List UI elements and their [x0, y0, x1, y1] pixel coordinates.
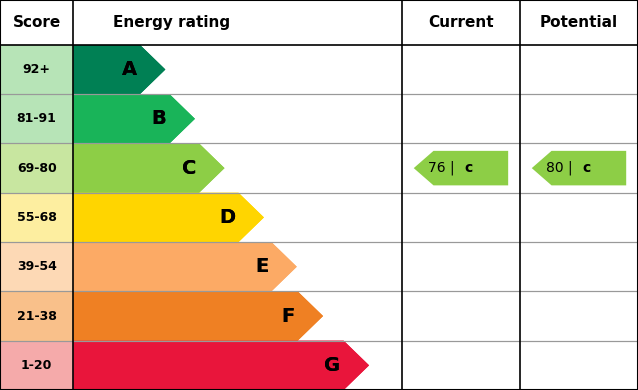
Text: G: G — [324, 356, 341, 375]
Polygon shape — [73, 341, 369, 390]
Text: 21-38: 21-38 — [17, 310, 57, 323]
Text: 39-54: 39-54 — [17, 260, 57, 273]
Bar — [402, 291, 638, 341]
Text: A: A — [122, 60, 137, 79]
Polygon shape — [73, 341, 369, 390]
Text: D: D — [219, 208, 235, 227]
Text: E: E — [255, 257, 268, 276]
Text: C: C — [182, 159, 196, 177]
Bar — [0, 94, 73, 144]
Polygon shape — [73, 242, 297, 291]
Bar — [402, 144, 638, 193]
Text: A: A — [122, 60, 137, 79]
Text: 76 |: 76 | — [428, 161, 463, 176]
Bar — [0, 45, 73, 94]
Text: D: D — [219, 208, 235, 227]
Text: Current: Current — [428, 15, 494, 30]
Polygon shape — [73, 94, 195, 144]
Bar — [402, 341, 638, 390]
Text: Energy rating: Energy rating — [114, 15, 230, 30]
Text: Potential: Potential — [540, 15, 618, 30]
Bar — [0, 341, 73, 390]
Text: F: F — [281, 307, 295, 326]
Text: E: E — [255, 257, 268, 276]
Polygon shape — [73, 291, 323, 341]
Text: G: G — [324, 356, 341, 375]
Text: B: B — [152, 109, 167, 128]
Bar — [402, 94, 638, 144]
Text: 69-80: 69-80 — [17, 161, 57, 175]
Text: Score: Score — [13, 15, 61, 30]
Polygon shape — [414, 151, 508, 185]
Bar — [0, 144, 73, 193]
Text: 92+: 92+ — [23, 63, 50, 76]
Text: 1-20: 1-20 — [21, 359, 52, 372]
Bar — [0, 242, 73, 291]
Text: B: B — [152, 109, 167, 128]
Text: 81-91: 81-91 — [17, 112, 57, 125]
Text: c: c — [582, 161, 591, 175]
Bar — [0, 193, 73, 242]
Bar — [402, 45, 638, 94]
Text: 80 |: 80 | — [546, 161, 581, 176]
Polygon shape — [73, 193, 264, 242]
Polygon shape — [532, 151, 626, 185]
Polygon shape — [73, 45, 165, 94]
Bar — [0, 291, 73, 341]
Polygon shape — [73, 291, 323, 341]
Polygon shape — [73, 94, 195, 144]
Polygon shape — [73, 144, 225, 193]
Polygon shape — [73, 242, 297, 291]
Text: 55-68: 55-68 — [17, 211, 57, 224]
Text: c: c — [464, 161, 473, 175]
Text: F: F — [281, 307, 295, 326]
Text: C: C — [182, 159, 196, 177]
Bar — [0, 0, 638, 45]
Polygon shape — [73, 45, 165, 94]
Bar — [402, 193, 638, 242]
Bar — [73, 45, 402, 390]
Bar — [402, 242, 638, 291]
Polygon shape — [73, 193, 264, 242]
Polygon shape — [73, 144, 225, 193]
